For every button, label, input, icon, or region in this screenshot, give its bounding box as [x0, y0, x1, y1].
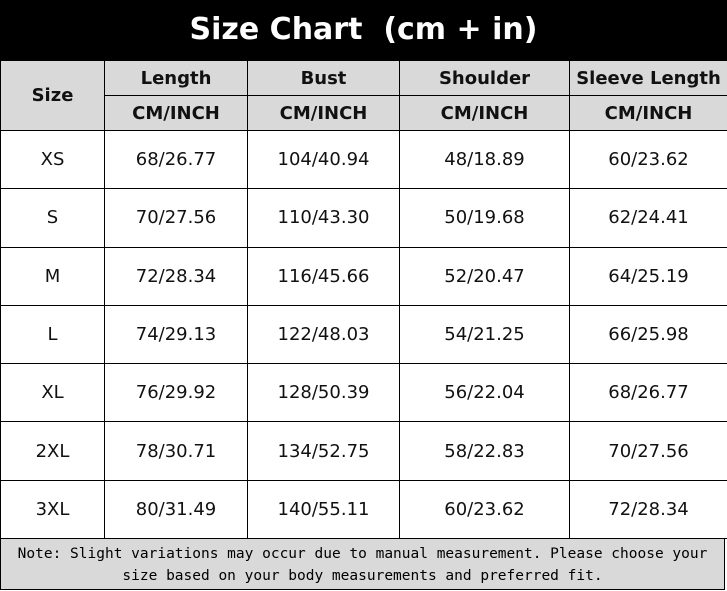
measure-cell: 140/55.11 — [247, 479, 400, 540]
measure-cell: 48/18.89 — [399, 129, 570, 190]
measure-cell: 72/28.34 — [104, 246, 248, 306]
column-header: Shoulder — [399, 60, 570, 96]
measure-cell: 68/26.77 — [569, 363, 727, 423]
table-row: XL 76/29.92 128/50.39 56/22.04 68/26.77 — [0, 363, 727, 423]
size-cell: 3XL — [0, 479, 105, 540]
table-row: XS 68/26.77 104/40.94 48/18.89 60/23.62 — [0, 129, 727, 190]
measure-cell: 62/24.41 — [569, 188, 727, 248]
measure-cell: 68/26.77 — [104, 129, 248, 190]
measure-cell: 50/19.68 — [399, 188, 570, 248]
size-cell: 2XL — [0, 421, 105, 481]
measure-cell: 72/28.34 — [569, 479, 727, 540]
column-unit: CM/INCH — [247, 95, 400, 131]
measure-cell: 52/20.47 — [399, 246, 570, 306]
size-table: Size Length Bust Shoulder Sleeve Length CM/… — [0, 60, 727, 540]
measure-cell: 60/23.62 — [569, 129, 727, 190]
measure-cell: 128/50.39 — [247, 363, 400, 423]
note: Note: Slight variations may occur due to… — [0, 538, 725, 590]
column-unit: CM/INCH — [399, 95, 570, 131]
measure-cell: 134/52.75 — [247, 421, 400, 481]
header-row: Size Length Bust Shoulder Sleeve Length — [0, 60, 727, 131]
column-unit: CM/INCH — [569, 95, 727, 131]
measure-cell: 70/27.56 — [569, 421, 727, 481]
column-unit: CM/INCH — [104, 95, 248, 131]
measure-cell: 78/30.71 — [104, 421, 248, 481]
size-cell: S — [0, 188, 105, 248]
measure-cell: 122/48.03 — [247, 304, 400, 365]
measure-cell: 70/27.56 — [104, 188, 248, 248]
size-header: Size — [0, 60, 105, 131]
column-header: Bust — [247, 60, 400, 96]
measure-cell: 66/25.98 — [569, 304, 727, 365]
measure-cell: 56/22.04 — [399, 363, 570, 423]
measure-cell: 60/23.62 — [399, 479, 570, 540]
measure-cell: 104/40.94 — [247, 129, 400, 190]
column-header: Length — [104, 60, 248, 96]
table-header: Size Length Bust Shoulder Sleeve Length CM/… — [0, 60, 727, 131]
size-cell: M — [0, 246, 105, 306]
table-row: 2XL 78/30.71 134/52.75 58/22.83 70/27.56 — [0, 421, 727, 481]
column-header: Sleeve Length — [569, 60, 727, 96]
table-row: M 72/28.34 116/45.66 52/20.47 64/25.19 — [0, 246, 727, 306]
measure-cell: 76/29.92 — [104, 363, 248, 423]
measure-cell: 80/31.49 — [104, 479, 248, 540]
measure-cell: 58/22.83 — [399, 421, 570, 481]
unit-row: CM/INCH CM/INCH CM/INCH CM/INCH — [1, 95, 727, 131]
measure-cell: 110/43.30 — [247, 188, 400, 248]
measure-cell: 74/29.13 — [104, 304, 248, 365]
table-row: S 70/27.56 110/43.30 50/19.68 62/24.41 — [0, 188, 727, 248]
measure-cell: 64/25.19 — [569, 246, 727, 306]
size-cell: L — [0, 304, 105, 365]
title: Size Chart (cm + in) — [0, 0, 727, 60]
table-row: 3XL 80/31.49 140/55.11 60/23.62 72/28.34 — [0, 479, 727, 540]
size-cell: XL — [0, 363, 105, 423]
measure-cell: 116/45.66 — [247, 246, 400, 306]
table-row: L 74/29.13 122/48.03 54/21.25 66/25.98 — [0, 304, 727, 365]
table-body: XS 68/26.77 104/40.94 48/18.89 60/23.62 S 70/2… — [0, 129, 727, 540]
size-cell: XS — [0, 129, 105, 190]
measure-cell: 54/21.25 — [399, 304, 570, 365]
